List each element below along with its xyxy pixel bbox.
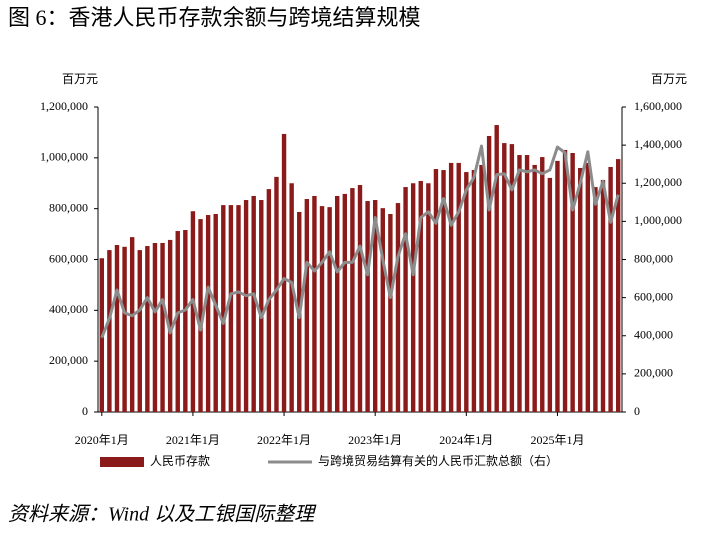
- y2-tick-label: 400,000: [634, 328, 673, 342]
- y-tick-label: 400,000: [49, 302, 88, 316]
- bar: [107, 250, 112, 412]
- bar: [532, 164, 537, 412]
- bar: [228, 205, 234, 412]
- y2-tick-label: 600,000: [634, 289, 673, 303]
- bar: [137, 250, 142, 412]
- bar: [243, 200, 249, 412]
- bar: [190, 211, 196, 412]
- bar: [464, 172, 469, 412]
- bar: [380, 208, 385, 412]
- bar: [593, 187, 598, 412]
- bar: [410, 183, 416, 412]
- bar: [221, 205, 226, 412]
- bar: [433, 169, 439, 412]
- y2-tick-label: 1,600,000: [634, 99, 682, 113]
- bar: [251, 195, 256, 412]
- bar: [570, 153, 575, 413]
- y-tick-label: 0: [82, 404, 88, 418]
- bar: [448, 162, 454, 412]
- bar: [312, 195, 317, 412]
- bar: [600, 179, 606, 412]
- bar: [395, 203, 401, 412]
- y-tick-label: 200,000: [49, 353, 88, 367]
- y-tick-label: 1,200,000: [40, 99, 88, 113]
- bar: [585, 162, 591, 412]
- bar: [236, 205, 241, 412]
- bar: [281, 133, 287, 413]
- line: [100, 144, 620, 339]
- legend-label: 与跨境贸易结算有关的人民币汇款总额（右）: [318, 453, 558, 468]
- x-tick-label: 2020年1月: [75, 433, 129, 447]
- bar: [129, 237, 135, 412]
- y-unit: 百万元: [62, 72, 98, 86]
- bar: [289, 183, 294, 412]
- x-tick-label: 2021年1月: [166, 433, 220, 447]
- bar: [335, 195, 340, 412]
- bar: [167, 239, 173, 412]
- x-tick-label: 2024年1月: [439, 433, 493, 447]
- bar: [175, 231, 180, 412]
- bar: [350, 188, 355, 412]
- bar: [122, 246, 127, 412]
- x-tick-label: 2025年1月: [530, 433, 584, 447]
- bar: [547, 177, 553, 412]
- bar: [479, 164, 484, 412]
- y2-tick-label: 1,000,000: [634, 213, 682, 227]
- bar: [198, 219, 203, 412]
- bar: [486, 135, 492, 412]
- bar: [616, 159, 621, 412]
- x-tick-label: 2022年1月: [257, 433, 311, 447]
- bar: [183, 230, 188, 412]
- legend-label: 人民币存款: [150, 454, 210, 468]
- bar: [441, 170, 446, 412]
- y2-tick-label: 0: [634, 404, 640, 418]
- bar: [357, 185, 363, 412]
- bar: [517, 155, 522, 412]
- bar: [509, 144, 515, 412]
- y-tick-label: 800,000: [49, 200, 88, 214]
- y-tick-label: 1,000,000: [40, 150, 88, 164]
- bar: [456, 162, 461, 412]
- bar: [259, 200, 264, 412]
- bar: [562, 149, 568, 412]
- bar: [426, 183, 431, 412]
- bar: [152, 242, 158, 412]
- bar: [372, 200, 378, 412]
- y2-tick-label: 1,200,000: [634, 175, 682, 189]
- chart-title: 图 6：香港人民币存款余额与跨境结算规模: [8, 5, 421, 30]
- bar: [471, 170, 477, 412]
- bar: [555, 160, 560, 412]
- bar: [342, 193, 348, 412]
- legend-swatch: [100, 457, 144, 467]
- bar: [608, 166, 613, 412]
- bar: [365, 201, 370, 412]
- y2-unit: 百万元: [651, 72, 687, 86]
- x-tick-label: 2023年1月: [348, 433, 402, 447]
- bar: [494, 125, 499, 412]
- bar: [160, 242, 165, 412]
- bar: [327, 207, 332, 412]
- bar: [145, 246, 150, 412]
- bar: [319, 206, 325, 412]
- bar: [213, 214, 218, 412]
- bar: [205, 215, 211, 412]
- bar: [304, 199, 310, 412]
- bar: [418, 180, 423, 412]
- source: 资料来源：Wind 以及工银国际整理: [8, 504, 317, 526]
- bar: [540, 157, 545, 412]
- bar: [114, 245, 120, 412]
- y-tick-label: 600,000: [49, 251, 88, 265]
- y2-tick-label: 200,000: [634, 366, 673, 380]
- bar: [578, 168, 583, 412]
- bar: [403, 187, 408, 412]
- y2-tick-label: 1,400,000: [634, 137, 682, 151]
- bar: [524, 155, 530, 412]
- bar: [388, 214, 393, 412]
- bar: [274, 176, 279, 412]
- bar: [502, 143, 507, 412]
- y2-tick-label: 800,000: [634, 251, 673, 265]
